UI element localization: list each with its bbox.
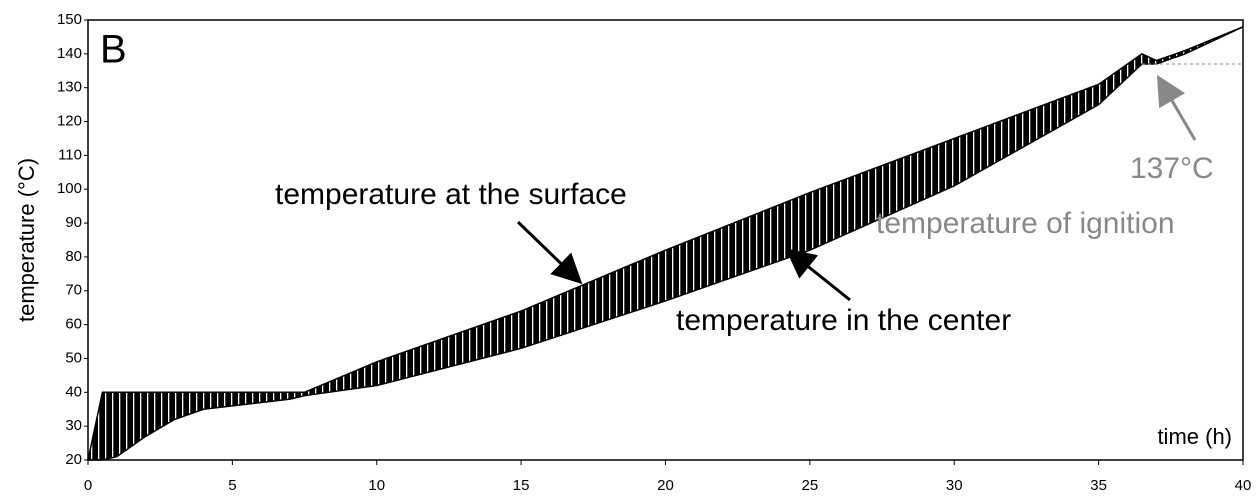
ignition-arrow	[1156, 74, 1197, 141]
y-tick-label: 60	[65, 316, 82, 333]
series-line	[87, 26, 1244, 461]
panel-label: B	[100, 28, 127, 72]
x-tick-label: 0	[84, 477, 92, 494]
surface-arrow	[516, 220, 583, 285]
x-tick-label: 20	[657, 477, 674, 494]
y-tick-label: 70	[65, 282, 82, 299]
x-tick-label: 15	[513, 477, 530, 494]
x-tick-label: 30	[946, 477, 963, 494]
center-label: temperature in the center	[676, 304, 1011, 337]
x-tick-label: 5	[228, 477, 236, 494]
center-arrow	[785, 248, 851, 302]
y-tick-label: 100	[57, 180, 82, 197]
y-tick-label: 140	[57, 45, 82, 62]
y-tick-label: 90	[65, 214, 82, 231]
y-tick-label: 20	[65, 451, 82, 468]
y-tick-label: 30	[65, 417, 82, 434]
y-tick-label: 50	[65, 349, 82, 366]
surface-label: temperature at the surface	[275, 178, 627, 211]
y-tick-label: 120	[57, 113, 82, 130]
x-tick-label: 10	[368, 477, 385, 494]
y-tick-label: 130	[57, 79, 82, 96]
series-line	[88, 26, 1244, 461]
y-tick-label: 40	[65, 383, 82, 400]
y-axis-label: temperature (°C)	[14, 158, 39, 322]
y-tick-label: 150	[57, 11, 82, 28]
ignition-value: 137°C	[1130, 152, 1214, 185]
x-tick-label: 40	[1235, 477, 1252, 494]
y-tick-label: 110	[58, 146, 82, 163]
band-fill	[88, 26, 1243, 461]
x-tick-label: 35	[1090, 477, 1107, 494]
x-axis-label: time (h)	[1157, 424, 1232, 449]
ignition-label: temperature of ignition	[876, 207, 1175, 240]
y-tick-label: 80	[65, 248, 82, 265]
x-tick-label: 25	[802, 477, 819, 494]
